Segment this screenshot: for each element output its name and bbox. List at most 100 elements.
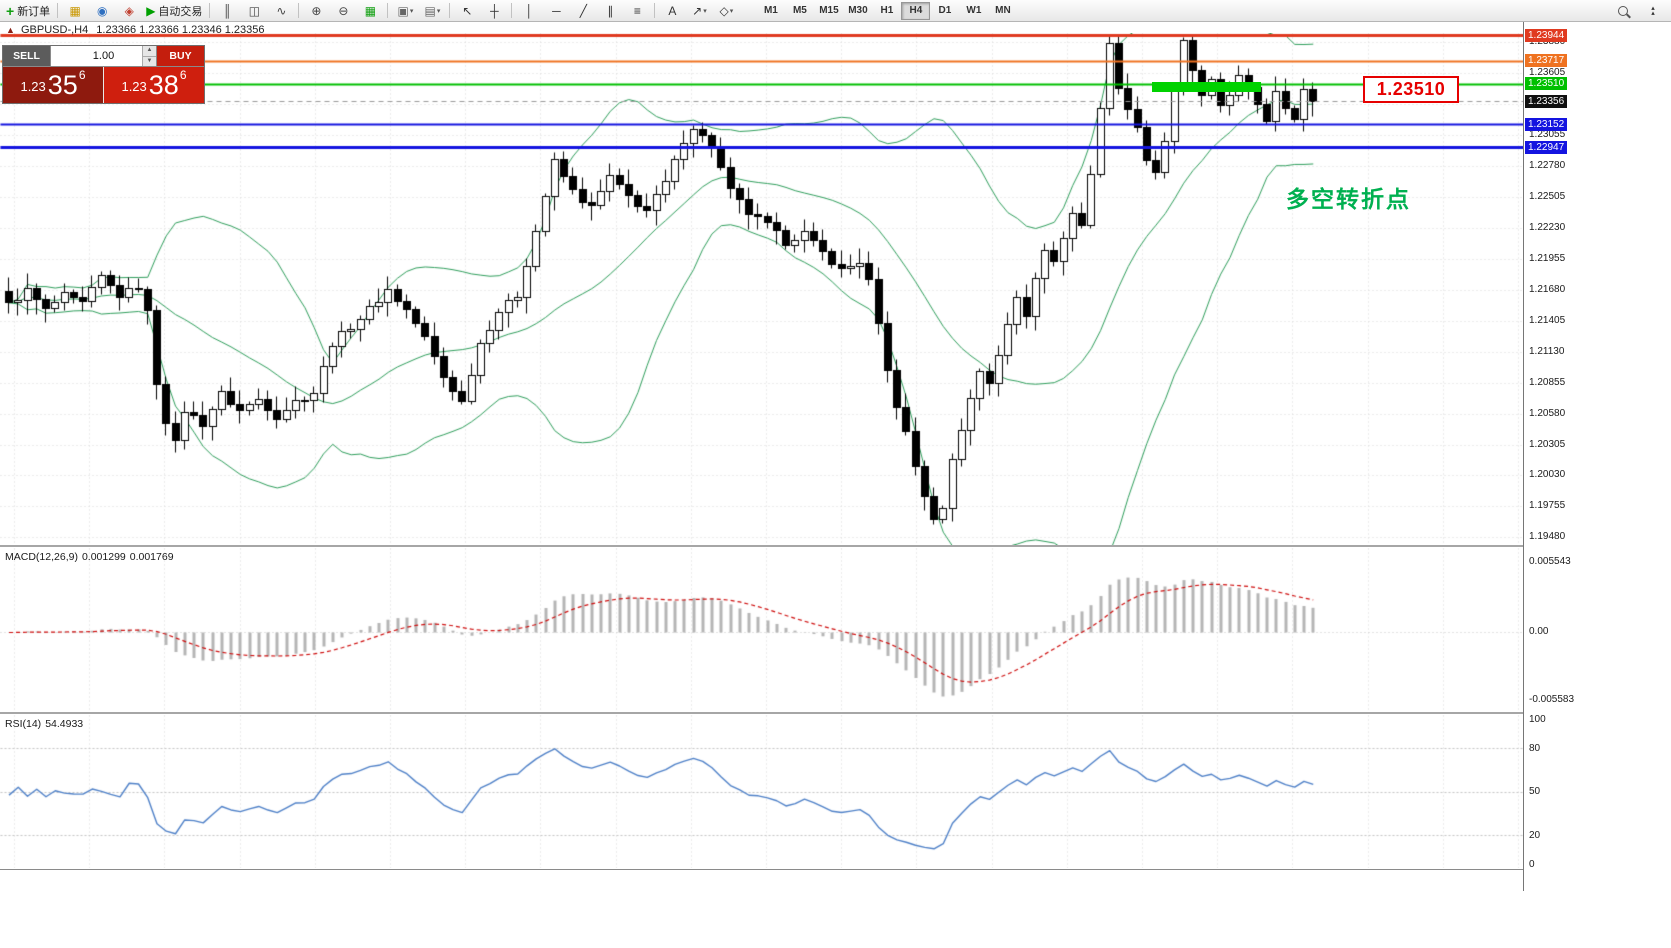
line-chart-button[interactable]: ∿ — [268, 0, 294, 21]
data-window-icon: ◈ — [124, 3, 134, 18]
price-scale-tick: 1.23880 — [1529, 36, 1566, 48]
autotrade-label: 自动交易 — [158, 5, 203, 18]
toolbar-separator — [449, 3, 451, 18]
shapes-button[interactable]: ◇ ▾ — [713, 0, 739, 21]
market-watch-button[interactable]: ◉ — [89, 0, 115, 21]
price-scale-tick: 1.19755 — [1529, 500, 1566, 512]
arrows-button[interactable]: ↗ ▾ — [686, 0, 712, 21]
charts-grid-button[interactable]: ▦ — [62, 0, 88, 21]
macd-title: MACD(12,26,9) — [5, 551, 78, 563]
horizontal-line-button[interactable]: ─ — [543, 0, 569, 21]
timeframe-button-mn[interactable]: MN — [995, 5, 1011, 16]
rsi-scale-label: 0 — [1529, 859, 1535, 870]
text-label-icon: A — [668, 3, 677, 18]
autotrade-button[interactable]: ▶ 自动交易 — [143, 0, 205, 21]
buy-button[interactable]: BUY — [156, 46, 204, 66]
price-scale-tick: 1.21680 — [1529, 283, 1566, 295]
macd-canvas[interactable] — [0, 548, 1523, 712]
volume-input[interactable]: 1.00 ▲ ▼ — [51, 46, 156, 66]
sell-price-display[interactable]: 1.23 35 6 — [3, 67, 104, 103]
price-scale-tick: 1.21405 — [1529, 314, 1566, 326]
rsi-scale-label: 100 — [1529, 714, 1546, 725]
highlight-rectangle-object[interactable] — [1152, 82, 1261, 93]
price-callout-label[interactable]: 1.23510 — [1363, 76, 1459, 103]
new-order-label: 新订单 — [17, 5, 51, 18]
price-scale-tick: 1.20030 — [1529, 469, 1566, 481]
timeframe-button-h1[interactable]: H1 — [880, 5, 894, 16]
zoom-out-button[interactable]: ⊖ — [330, 0, 356, 21]
dropdown-caret-icon: ▾ — [436, 7, 441, 15]
main-chart-canvas[interactable] — [0, 33, 1523, 545]
timeframe-button-h4[interactable]: H4 — [901, 1, 931, 20]
rsi-scale-label: 80 — [1529, 743, 1541, 754]
data-window-button[interactable]: ◈ — [116, 0, 142, 21]
toolbar-separator — [654, 3, 656, 18]
price-tag: 1.23717 — [1525, 54, 1568, 68]
timeframe-button-w1[interactable]: W1 — [966, 5, 982, 16]
horizontal-line-icon: ─ — [552, 3, 561, 18]
charts-grid-icon: ▦ — [69, 3, 81, 18]
timeframe-button-m15[interactable]: M15 — [819, 5, 839, 16]
volume-up-button[interactable]: ▲ — [143, 46, 156, 56]
price-scale-tick: 1.23605 — [1529, 67, 1566, 79]
zoom-out-icon: ⊖ — [338, 3, 349, 18]
rsi-canvas[interactable] — [0, 715, 1523, 868]
price-scale-tick: 1.19480 — [1529, 531, 1566, 543]
sell-button[interactable]: SELL — [3, 46, 51, 66]
panel-splitter[interactable] — [0, 545, 1671, 547]
timeframe-button-d1[interactable]: D1 — [938, 5, 952, 16]
fibonacci-icon: ≡ — [633, 3, 641, 18]
crosshair-icon: ┼ — [490, 3, 499, 18]
sell-price-big-figure: 1.23 — [20, 79, 46, 94]
price-scale-tick: 1.20580 — [1529, 407, 1566, 419]
profiles-button[interactable]: ▤ ▾ — [419, 0, 445, 21]
candlestick-chart-button[interactable]: ◫ — [241, 0, 267, 21]
chart-ohlc: 1.23366 1.23366 1.23346 1.23356 — [96, 24, 265, 36]
timeframe-button-m5[interactable]: M5 — [792, 5, 807, 16]
timeframe-toolbar: M1 M5 M15 M30 H1 H4 D1 W1 MN — [756, 1, 1017, 20]
dropdown-caret-icon: ▾ — [703, 7, 707, 15]
price-scale-tick: 1.20305 — [1529, 438, 1566, 450]
fibonacci-button[interactable]: ≡ — [624, 0, 650, 21]
crosshair-button[interactable]: ┼ — [481, 0, 507, 21]
buy-price-point: 6 — [179, 68, 187, 82]
macd-scale-label: 0.00 — [1529, 626, 1549, 637]
volume-down-button[interactable]: ▼ — [143, 55, 156, 66]
vertical-line-button[interactable]: │ — [516, 0, 542, 21]
text-label-button[interactable]: A — [659, 0, 685, 21]
new-order-button[interactable]: + 新订单 — [3, 0, 53, 21]
price-tag: 1.23356 — [1525, 94, 1568, 108]
cursor-button[interactable]: ↖ — [454, 0, 480, 21]
timeframe-button-m30[interactable]: M30 — [848, 5, 868, 16]
volume-value: 1.00 — [92, 50, 115, 62]
timeframe-button-m1[interactable]: M1 — [763, 5, 778, 16]
equidistant-channel-icon: ∥ — [607, 3, 614, 18]
bar-chart-button[interactable]: ║ — [214, 0, 240, 21]
bar-chart-icon: ║ — [223, 3, 232, 18]
vertical-line-icon: │ — [525, 3, 534, 18]
buy-price-display[interactable]: 1.23 38 6 — [104, 67, 204, 103]
tile-windows-button[interactable]: ▦ — [357, 0, 383, 21]
search-button[interactable] — [1610, 0, 1636, 21]
chinese-note-label[interactable]: 多空转折点 — [1286, 186, 1411, 212]
macd-value-signal: 0.001769 — [129, 551, 174, 563]
rsi-title: RSI(14) — [5, 718, 42, 730]
one-click-trading-panel: SELL 1.00 ▲ ▼ BUY 1.23 35 6 1.23 38 6 — [2, 45, 205, 104]
one-click-toggle-icon[interactable]: ▲ — [6, 25, 15, 35]
new-chart-button[interactable]: ▣ ▾ — [392, 0, 418, 21]
price-scale-tick: 1.23055 — [1529, 129, 1566, 141]
chart-symbol: GBPUSD-,H4 — [20, 24, 89, 36]
volume-spinner: ▲ ▼ — [142, 46, 156, 66]
sell-price-pips: 35 — [47, 70, 78, 100]
collapse-toolbar-icon: ▴ ▴ — [1651, 4, 1655, 17]
main-toolbar: + 新订单 ▦ ◉ ◈ ▶ 自动交易 ║ ◫ ∿ ⊕ ⊖ ▦ ▣ ▾ ▤ ▾ ↖ ┼ │ ─ ╱ ∥ ≡ A ↗ ▾ ◇ ▾ M1 M5 M1… — [0, 0, 1671, 22]
zoom-in-button[interactable]: ⊕ — [303, 0, 329, 21]
macd-value-main: 0.001299 — [81, 551, 126, 563]
time-axis[interactable]: Aug 20197 Aug 12:008 Aug 20:0012 Aug 04:… — [0, 870, 1523, 890]
equidistant-channel-button[interactable]: ∥ — [597, 0, 623, 21]
panel-splitter[interactable] — [0, 712, 1671, 714]
collapse-toolbar-button[interactable]: ▴ ▴ — [1640, 0, 1666, 21]
rsi-label: RSI(14) 54.4933 — [5, 718, 87, 730]
price-scale[interactable]: 1.23880 1.23605 1.23055 1.22780 1.22505 1.222… — [1523, 22, 1671, 891]
trendline-button[interactable]: ╱ — [570, 0, 596, 21]
